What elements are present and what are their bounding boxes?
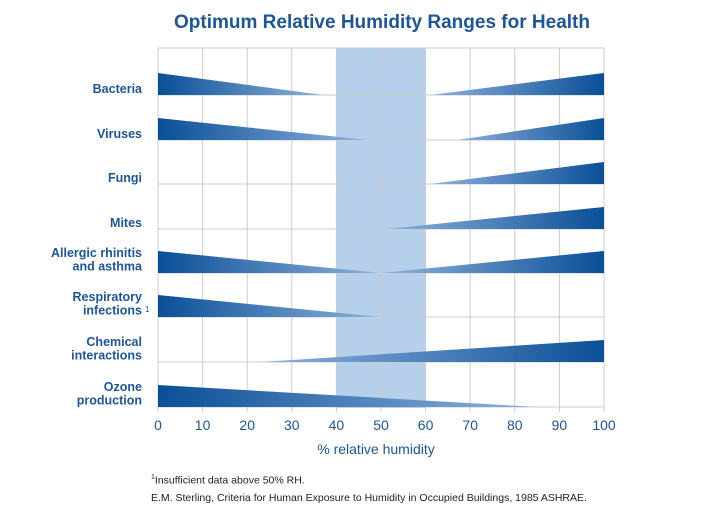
category-label-7-line-1: production [77,394,142,408]
category-label-7-line-0: Ozone [104,380,142,394]
category-label-2-line-0: Fungi [108,171,142,185]
footnote-1-text: Insufficient data above 50% RH. [154,474,305,487]
category-label-5-line-0: Respiratory [73,290,143,304]
category-label-0: Bacteria [93,82,143,96]
category-label-1: Viruses [97,127,142,141]
humidity-chart: Optimum Relative Humidity Ranges for Hea… [51,12,616,457]
chart-title: Optimum Relative Humidity Ranges for Hea… [174,12,590,33]
wedge-row-4-1 [381,251,604,273]
category-label-7: Ozone production [77,380,142,408]
wedge-row-5-0 [158,295,381,317]
x-tick-10: 10 [195,417,211,433]
category-label-4-line-0: Allergic rhinitis [51,246,142,260]
x-tick-100: 100 [592,417,616,433]
category-label-4: Allergic rhinitis and asthma [51,246,143,274]
category-label-3: Mites [110,216,142,230]
x-tick-90: 90 [552,417,568,433]
category-label-6: Chemical interactions [71,335,142,363]
wedge-row-1-0 [158,118,368,140]
category-label-2: Fungi [108,171,142,185]
wedge-row-4-0 [158,251,381,273]
wedge-row-3-0 [385,207,604,229]
category-label-1-line-0: Viruses [97,127,142,141]
category-label-6-line-0: Chemical [86,335,142,349]
wedge-row-0-1 [430,73,604,95]
footnote-1-mark: 1 [151,474,155,481]
source-note: E.M. Sterling, Criteria for Human Exposu… [151,492,587,504]
x-tick-80: 80 [507,417,523,433]
wedge-row-0-0 [158,73,324,95]
x-tick-70: 70 [462,417,478,433]
footnote-1: 1Insufficient data above 50% RH. [151,474,305,487]
wedge-layer [158,73,604,407]
x-axis-label: % relative humidity [317,441,435,457]
category-label-4-line-1: and asthma [73,260,144,274]
wedge-row-7-0 [158,385,538,407]
x-tick-20: 20 [239,417,255,433]
x-tick-30: 30 [284,417,300,433]
category-label-layer: Bacteria Viruses Fungi Mites Allergic rhinit… [51,82,150,408]
wedge-row-2-0 [430,162,604,184]
category-label-3-line-0: Mites [110,216,142,230]
wedge-row-6-0 [260,340,604,362]
wedge-row-1-1 [456,118,604,140]
category-label-5-line-1: infections [83,304,142,318]
category-footnote-mark-5: 1 [145,305,150,314]
category-label-6-line-1: interactions [71,349,142,363]
x-tick-0: 0 [154,417,162,433]
category-label-5: Respiratory infections [73,290,143,318]
x-tick-40: 40 [329,417,345,433]
category-label-0-line-0: Bacteria [93,82,143,96]
x-tick-50: 50 [373,417,389,433]
x-tick-layer: 0 10 20 30 40 50 60 70 80 90 100 [154,417,616,433]
x-tick-60: 60 [418,417,434,433]
